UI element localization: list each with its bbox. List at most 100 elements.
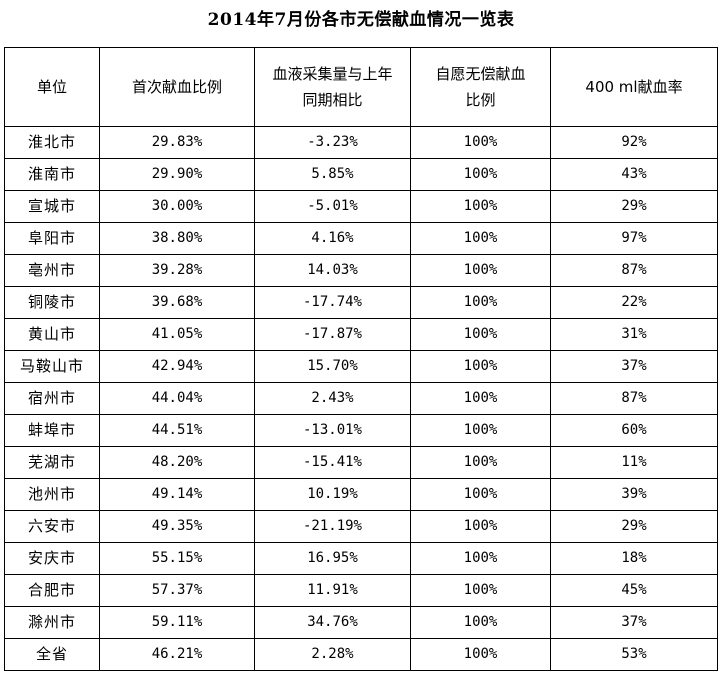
header-collection-vs-last-year: 血液采集量与上年同期相比: [254, 47, 411, 127]
cell-collection-change: 5.85%: [254, 158, 411, 191]
cell-first-time-ratio: 59.11%: [99, 606, 255, 639]
table-row: 淮北市 29.83% -3.23% 100% 92%: [4, 126, 718, 159]
cell-city: 淮北市: [4, 126, 100, 159]
cell-city: 宿州市: [4, 382, 100, 415]
cell-collection-change: -3.23%: [254, 126, 411, 159]
cell-rate-400ml: 87%: [550, 382, 718, 415]
cell-first-time-ratio: 48.20%: [99, 446, 255, 479]
table-row: 阜阳市 38.80% 4.16% 100% 97%: [4, 222, 718, 255]
cell-voluntary-ratio: 100%: [410, 222, 551, 255]
cell-first-time-ratio: 44.04%: [99, 382, 255, 415]
cell-voluntary-ratio: 100%: [410, 414, 551, 447]
cell-collection-change: -17.87%: [254, 318, 411, 351]
cell-city: 淮南市: [4, 158, 100, 191]
cell-city: 六安市: [4, 510, 100, 543]
cell-voluntary-ratio: 100%: [410, 510, 551, 543]
header-voluntary-ratio: 自愿无偿献血比例: [410, 47, 551, 127]
cell-first-time-ratio: 39.28%: [99, 254, 255, 287]
table-row: 芜湖市 48.20% -15.41% 100% 11%: [4, 446, 718, 479]
cell-voluntary-ratio: 100%: [410, 382, 551, 415]
cell-city: 滁州市: [4, 606, 100, 639]
cell-collection-change: -15.41%: [254, 446, 411, 479]
table-row: 六安市 49.35% -21.19% 100% 29%: [4, 510, 718, 543]
cell-first-time-ratio: 57.37%: [99, 574, 255, 607]
header-row: 单位 首次献血比例 血液采集量与上年同期相比 自愿无偿献血比例 400 ml献血…: [4, 47, 718, 127]
cell-collection-change: 11.91%: [254, 574, 411, 607]
table-title: 2014年7月份各市无偿献血情况一览表: [207, 10, 515, 30]
cell-rate-400ml: 60%: [550, 414, 718, 447]
cell-collection-change: 15.70%: [254, 350, 411, 383]
cell-city: 宣城市: [4, 190, 100, 223]
cell-voluntary-ratio: 100%: [410, 286, 551, 319]
cell-rate-400ml: 92%: [550, 126, 718, 159]
cell-voluntary-ratio: 100%: [410, 574, 551, 607]
cell-collection-change: 34.76%: [254, 606, 411, 639]
table-body: 淮北市 29.83% -3.23% 100% 92% 淮南市 29.90% 5.85% 100%…: [4, 126, 718, 671]
cell-rate-400ml: 11%: [550, 446, 718, 479]
cell-collection-change: -13.01%: [254, 414, 411, 447]
cell-voluntary-ratio: 100%: [410, 318, 551, 351]
cell-first-time-ratio: 49.14%: [99, 478, 255, 511]
cell-first-time-ratio: 46.21%: [99, 638, 255, 671]
cell-city: 亳州市: [4, 254, 100, 287]
cell-city: 蚌埠市: [4, 414, 100, 447]
blood-donation-table: 单位 首次献血比例 血液采集量与上年同期相比 自愿无偿献血比例 400 ml献血…: [4, 47, 718, 671]
table-row: 滁州市 59.11% 34.76% 100% 37%: [4, 606, 718, 639]
cell-city: 全省: [4, 638, 100, 671]
cell-rate-400ml: 22%: [550, 286, 718, 319]
cell-first-time-ratio: 38.80%: [99, 222, 255, 255]
table-row: 蚌埠市 44.51% -13.01% 100% 60%: [4, 414, 718, 447]
cell-city: 阜阳市: [4, 222, 100, 255]
cell-city: 铜陵市: [4, 286, 100, 319]
cell-rate-400ml: 53%: [550, 638, 718, 671]
cell-first-time-ratio: 29.90%: [99, 158, 255, 191]
cell-city: 马鞍山市: [4, 350, 100, 383]
table-row: 池州市 49.14% 10.19% 100% 39%: [4, 478, 718, 511]
cell-first-time-ratio: 30.00%: [99, 190, 255, 223]
cell-collection-change: 2.43%: [254, 382, 411, 415]
table-row: 铜陵市 39.68% -17.74% 100% 22%: [4, 286, 718, 319]
cell-rate-400ml: 37%: [550, 606, 718, 639]
cell-city: 芜湖市: [4, 446, 100, 479]
cell-collection-change: 10.19%: [254, 478, 411, 511]
header-unit: 单位: [4, 47, 100, 127]
cell-rate-400ml: 29%: [550, 190, 718, 223]
cell-voluntary-ratio: 100%: [410, 446, 551, 479]
table-row: 安庆市 55.15% 16.95% 100% 18%: [4, 542, 718, 575]
cell-city: 池州市: [4, 478, 100, 511]
cell-collection-change: 14.03%: [254, 254, 411, 287]
cell-city: 安庆市: [4, 542, 100, 575]
cell-rate-400ml: 39%: [550, 478, 718, 511]
cell-first-time-ratio: 44.51%: [99, 414, 255, 447]
cell-collection-change: -17.74%: [254, 286, 411, 319]
cell-voluntary-ratio: 100%: [410, 606, 551, 639]
cell-voluntary-ratio: 100%: [410, 638, 551, 671]
cell-first-time-ratio: 55.15%: [99, 542, 255, 575]
cell-voluntary-ratio: 100%: [410, 478, 551, 511]
table-row: 马鞍山市 42.94% 15.70% 100% 37%: [4, 350, 718, 383]
cell-voluntary-ratio: 100%: [410, 126, 551, 159]
table-row: 淮南市 29.90% 5.85% 100% 43%: [4, 158, 718, 191]
cell-first-time-ratio: 29.83%: [99, 126, 255, 159]
cell-voluntary-ratio: 100%: [410, 254, 551, 287]
cell-first-time-ratio: 41.05%: [99, 318, 255, 351]
header-first-time-ratio: 首次献血比例: [99, 47, 255, 127]
cell-rate-400ml: 31%: [550, 318, 718, 351]
cell-voluntary-ratio: 100%: [410, 190, 551, 223]
cell-rate-400ml: 45%: [550, 574, 718, 607]
cell-city: 黄山市: [4, 318, 100, 351]
table-row: 全省 46.21% 2.28% 100% 53%: [4, 638, 718, 671]
table-row: 宣城市 30.00% -5.01% 100% 29%: [4, 190, 718, 223]
cell-city: 合肥市: [4, 574, 100, 607]
table-row: 宿州市 44.04% 2.43% 100% 87%: [4, 382, 718, 415]
table-row: 合肥市 57.37% 11.91% 100% 45%: [4, 574, 718, 607]
cell-collection-change: -21.19%: [254, 510, 411, 543]
cell-voluntary-ratio: 100%: [410, 158, 551, 191]
cell-voluntary-ratio: 100%: [410, 542, 551, 575]
cell-first-time-ratio: 42.94%: [99, 350, 255, 383]
cell-voluntary-ratio: 100%: [410, 350, 551, 383]
cell-collection-change: 4.16%: [254, 222, 411, 255]
cell-rate-400ml: 43%: [550, 158, 718, 191]
table-row: 黄山市 41.05% -17.87% 100% 31%: [4, 318, 718, 351]
cell-rate-400ml: 18%: [550, 542, 718, 575]
